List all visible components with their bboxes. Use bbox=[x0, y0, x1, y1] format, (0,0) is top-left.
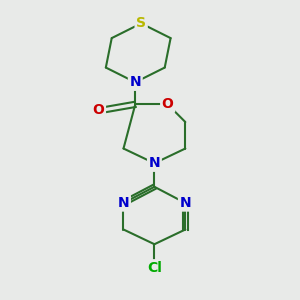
Text: S: S bbox=[136, 16, 146, 30]
Text: N: N bbox=[179, 196, 191, 210]
Text: Cl: Cl bbox=[147, 261, 162, 275]
Text: N: N bbox=[148, 156, 160, 170]
Text: N: N bbox=[130, 75, 141, 89]
Text: N: N bbox=[118, 196, 129, 210]
Text: O: O bbox=[92, 103, 104, 117]
Text: O: O bbox=[162, 98, 174, 111]
